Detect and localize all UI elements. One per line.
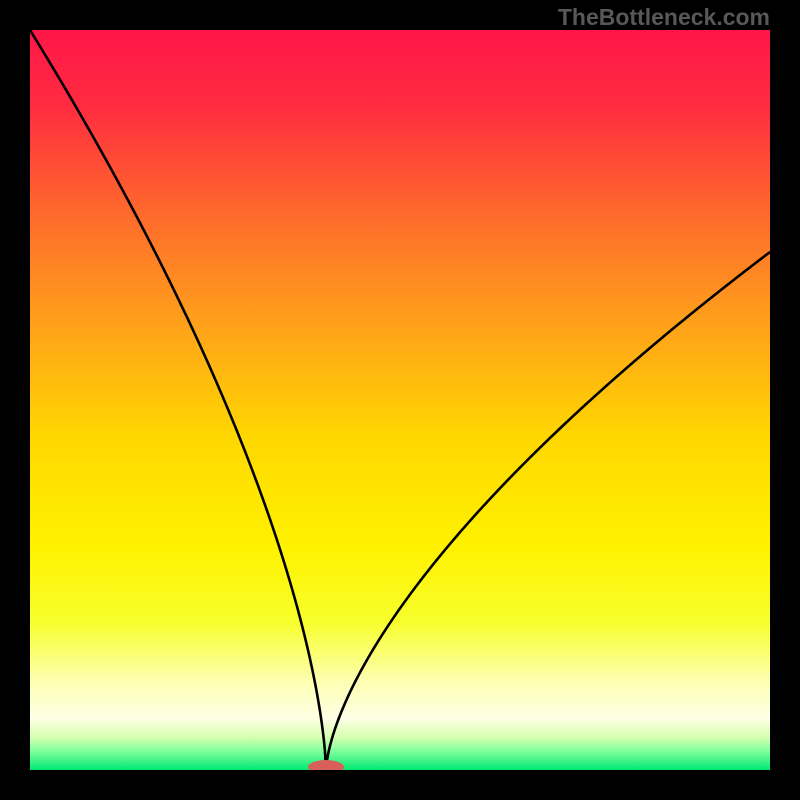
curve-layer	[30, 30, 770, 770]
cusp-marker	[308, 760, 344, 770]
watermark-text: TheBottleneck.com	[558, 4, 770, 31]
plot-area	[30, 30, 770, 770]
chart-container: TheBottleneck.com	[0, 0, 800, 800]
bottleneck-curve	[30, 30, 770, 770]
